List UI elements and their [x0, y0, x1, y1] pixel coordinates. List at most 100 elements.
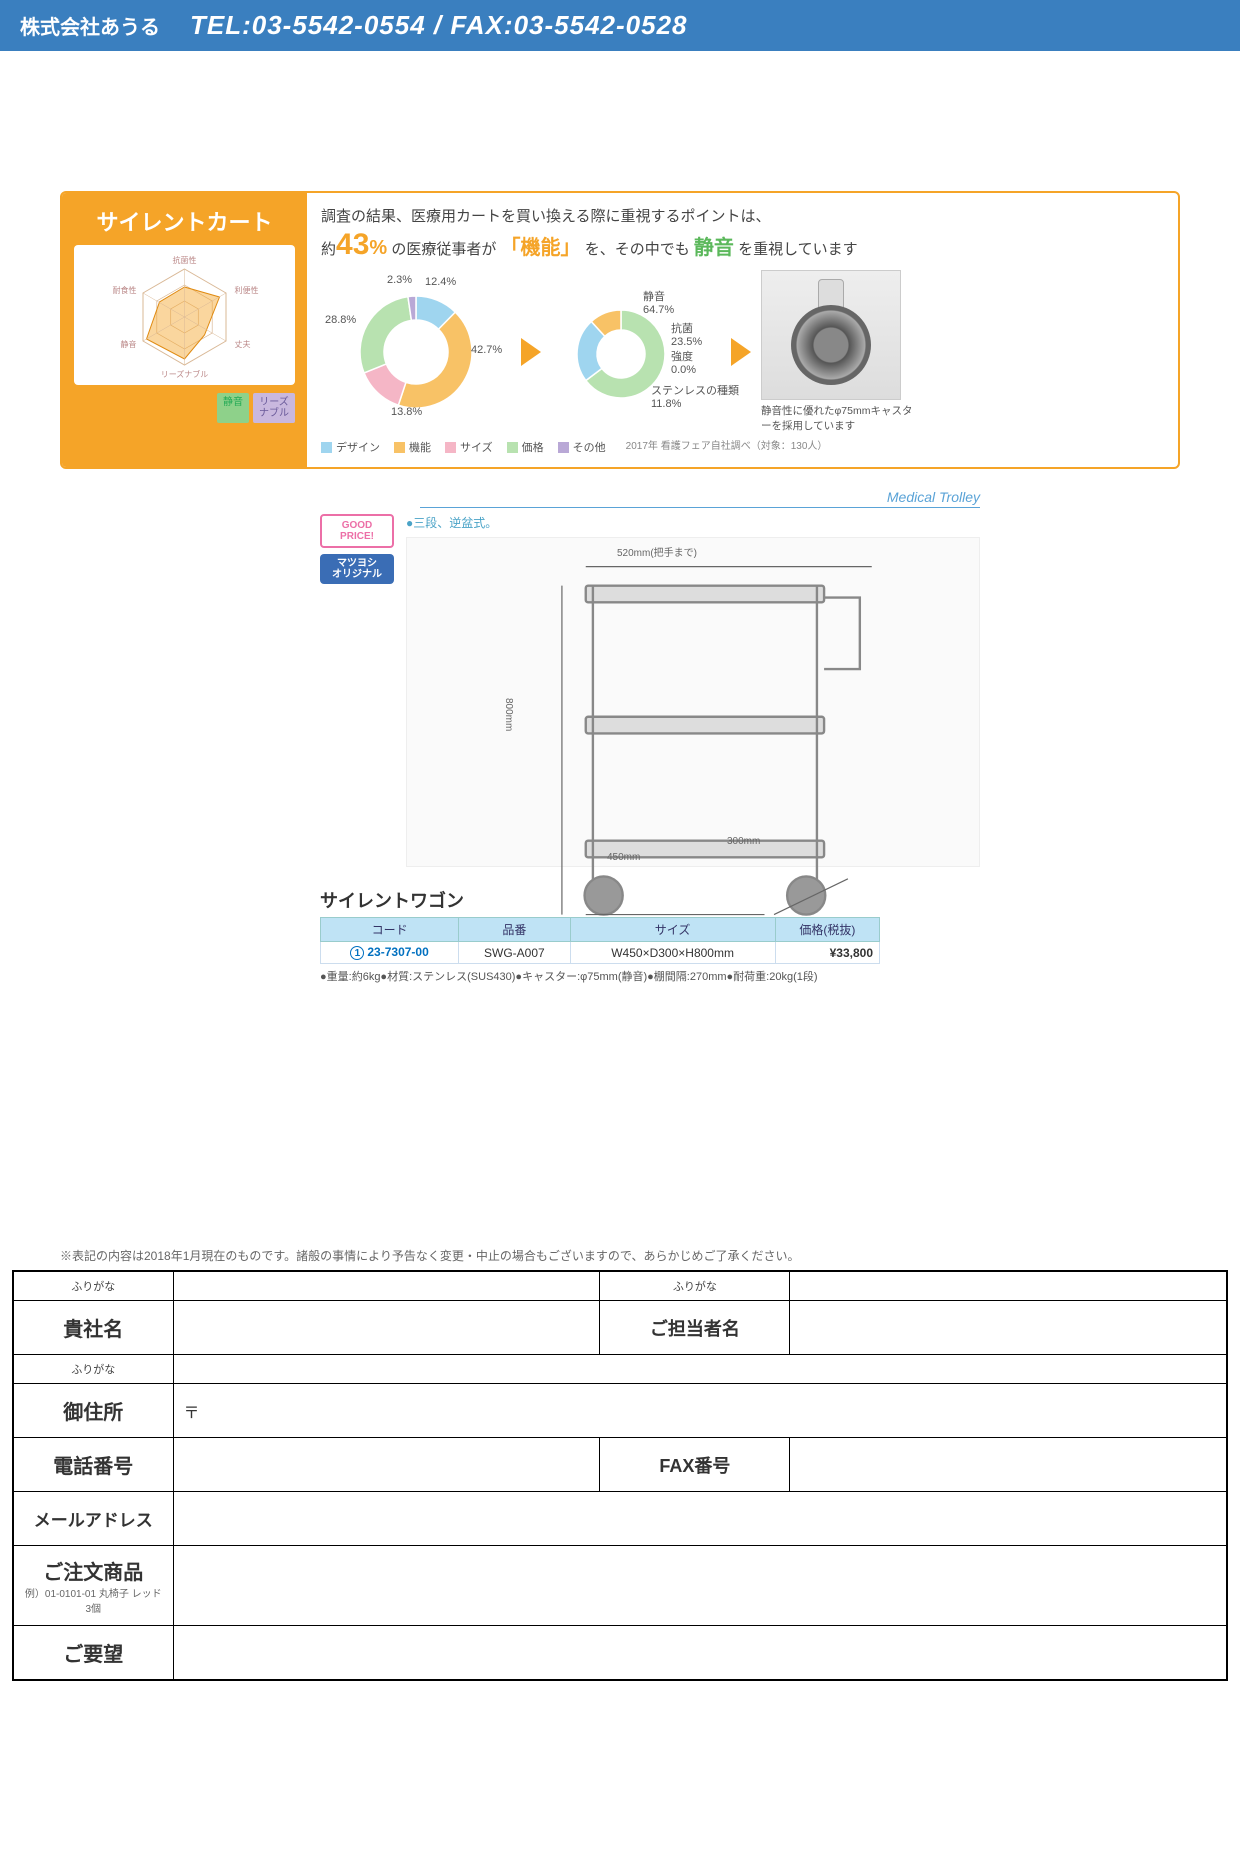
legend-row: デザイン 機能 サイズ 価格 その他: [321, 439, 606, 455]
text-c: を重視しています: [738, 241, 858, 258]
fax-input[interactable]: [790, 1438, 1227, 1492]
legend-label: デザイン: [336, 439, 380, 455]
svg-text:耐食性: 耐食性: [113, 285, 137, 295]
furigana-label-1: ふりがな: [13, 1271, 173, 1301]
pct-suffix: %: [369, 237, 387, 259]
section-label: Medical Trolley: [420, 489, 980, 508]
donut-segment-label: 28.8%: [325, 314, 356, 326]
dim-width: 450mm: [607, 852, 640, 863]
legend-label: サイズ: [460, 439, 493, 455]
request-label: ご要望: [13, 1626, 173, 1680]
furigana-input-1[interactable]: [173, 1271, 600, 1301]
furigana-label-3: ふりがな: [13, 1355, 173, 1384]
cell-code: 123-7307-00: [321, 942, 459, 964]
cell-price: ¥33,800: [775, 942, 879, 964]
dim-width-handle: 520mm(把手まで): [617, 544, 697, 559]
donut-segment-label: 静音 64.7%: [643, 288, 674, 316]
infographic-title: サイレントカート: [74, 205, 295, 237]
arrow-right-icon: [731, 338, 751, 366]
company-name: 株式会社あうる: [20, 11, 160, 40]
tag-quiet: 静音: [217, 393, 249, 423]
donut-segment-label: ステンレスの種類 11.8%: [651, 382, 739, 410]
company-input[interactable]: [173, 1301, 600, 1355]
tag-row: 静音 リーズ ナブル: [74, 393, 295, 423]
legend-label: その他: [573, 439, 606, 455]
badge-goodprice: GOOD PRICE!: [320, 514, 394, 548]
email-label: メールアドレス: [13, 1492, 173, 1546]
feature-note: ●三段、逆盆式。: [406, 514, 980, 531]
infographic-left: サイレントカート 抗菌性 利便性 丈夫 リーズナブル: [62, 193, 307, 467]
legend-swatch: [445, 442, 456, 453]
contact-person-label: ご担当者名: [600, 1301, 790, 1355]
dim-height: 800mm: [503, 698, 514, 731]
legend-label: 機能: [409, 439, 431, 455]
contact-info: TEL:03-5542-0554 / FAX:03-5542-0528: [190, 10, 688, 41]
svg-text:抗菌性: 抗菌性: [173, 255, 197, 265]
donut-segment-label: 42.7%: [471, 344, 502, 356]
header-bar: 株式会社あうる TEL:03-5542-0554 / FAX:03-5542-0…: [0, 0, 1240, 51]
legend-item: その他: [558, 439, 606, 455]
survey-note: 2017年 看護フェア自社調べ（対象：130人）: [626, 437, 828, 452]
pct-prefix: 約: [321, 241, 336, 258]
survey-line2: 約43% の医療従事者が 「機能」 を、その中でも 静音 を重視しています: [321, 228, 1164, 262]
infographic-panel: サイレントカート 抗菌性 利便性 丈夫 リーズナブル: [60, 191, 1180, 469]
tel-input[interactable]: [173, 1438, 600, 1492]
badge-column: GOOD PRICE! マツヨシ オリジナル: [320, 514, 394, 867]
address-input[interactable]: 〒: [173, 1384, 1227, 1438]
svg-text:リーズナブル: リーズナブル: [161, 369, 209, 379]
legend-item: 機能: [394, 439, 431, 455]
company-label: 貴社名: [13, 1301, 173, 1355]
order-input[interactable]: [173, 1546, 1227, 1626]
spec-notes: ●重量:約6kg●材質:ステンレス(SUS430)●キャスター:φ75mm(静音…: [320, 968, 980, 987]
address-label: 御住所: [13, 1384, 173, 1438]
order-label: ご注文商品 例）01-0101-01 丸椅子 レッド 3個: [13, 1546, 173, 1626]
caster-box: 静音性に優れたφ75mmキャスターを採用しています: [761, 270, 921, 433]
arrow-right-icon: [521, 338, 541, 366]
donut-chart-2: 静音 64.7%抗菌 23.5%強度 0.0%ステンレスの種類 11.8%: [551, 274, 721, 429]
email-input[interactable]: [173, 1492, 1227, 1546]
donut-chart-1: 12.4% 42.7% 13.8% 28.8% 2.3%: [321, 274, 511, 429]
highlight-quiet: 静音: [694, 237, 734, 259]
caster-image: [761, 270, 901, 400]
furigana-label-2: ふりがな: [600, 1271, 790, 1301]
dim-depth: 300mm: [727, 836, 760, 847]
donut-segment-label: 13.8%: [391, 406, 422, 418]
furigana-input-2[interactable]: [790, 1271, 1227, 1301]
order-form: ふりがな ふりがな 貴社名 ご担当者名 ふりがな 御住所 〒 電話番号 FAX番…: [12, 1270, 1228, 1681]
contact-person-input[interactable]: [790, 1301, 1227, 1355]
text-a: の医療従事者が: [391, 241, 496, 258]
request-input[interactable]: [173, 1626, 1227, 1680]
tag-reasonable: リーズ ナブル: [253, 393, 295, 423]
cell-size: W450×D300×H800mm: [570, 942, 775, 964]
svg-text:丈夫: 丈夫: [235, 339, 251, 349]
furigana-input-3[interactable]: [173, 1355, 1227, 1384]
legend-swatch: [394, 442, 405, 453]
legend-label: 価格: [522, 439, 544, 455]
legend-item: デザイン: [321, 439, 380, 455]
charts-row: 12.4% 42.7% 13.8% 28.8% 2.3% 静音 64.7% 抗菌 23.5…: [321, 270, 1164, 433]
legend-swatch: [321, 442, 332, 453]
tel-label: 電話番号: [13, 1438, 173, 1492]
badge-original: マツヨシ オリジナル: [320, 554, 394, 584]
disclaimer: ※表記の内容は2018年1月現在のものです。諸般の事情により予告なく変更・中止の…: [60, 1247, 1180, 1264]
fax-label: FAX番号: [600, 1438, 790, 1492]
svg-text:静音: 静音: [121, 339, 137, 349]
legend-item: 価格: [507, 439, 544, 455]
caster-text: 静音性に優れたφ75mmキャスターを採用しています: [761, 404, 921, 433]
donut-segment-label: 強度 0.0%: [671, 348, 696, 376]
highlight-function: 「機能」: [501, 237, 581, 259]
donut-segment-label: 抗菌 23.5%: [671, 320, 702, 348]
donut-segment-label: 12.4%: [425, 276, 456, 288]
legend-swatch: [507, 442, 518, 453]
postal-mark: 〒: [184, 1405, 200, 1422]
text-b: を、その中でも: [585, 241, 690, 258]
spec-row: 123-7307-00 SWG-A007 W450×D300×H800mm ¥3…: [321, 942, 880, 964]
survey-line1: 調査の結果、医療用カートを買い換える際に重視するポイントは、: [321, 205, 1164, 226]
product-block: GOOD PRICE! マツヨシ オリジナル ●三段、逆盆式。: [320, 514, 980, 867]
product-image: 520mm(把手まで) 800mm 450mm 300mm: [406, 537, 980, 867]
legend-item: サイズ: [445, 439, 493, 455]
pct-value: 43: [336, 228, 369, 261]
order-example: 例）01-0101-01 丸椅子 レッド 3個: [24, 1585, 163, 1615]
donut-segment-label: 2.3%: [387, 274, 412, 286]
legend-swatch: [558, 442, 569, 453]
